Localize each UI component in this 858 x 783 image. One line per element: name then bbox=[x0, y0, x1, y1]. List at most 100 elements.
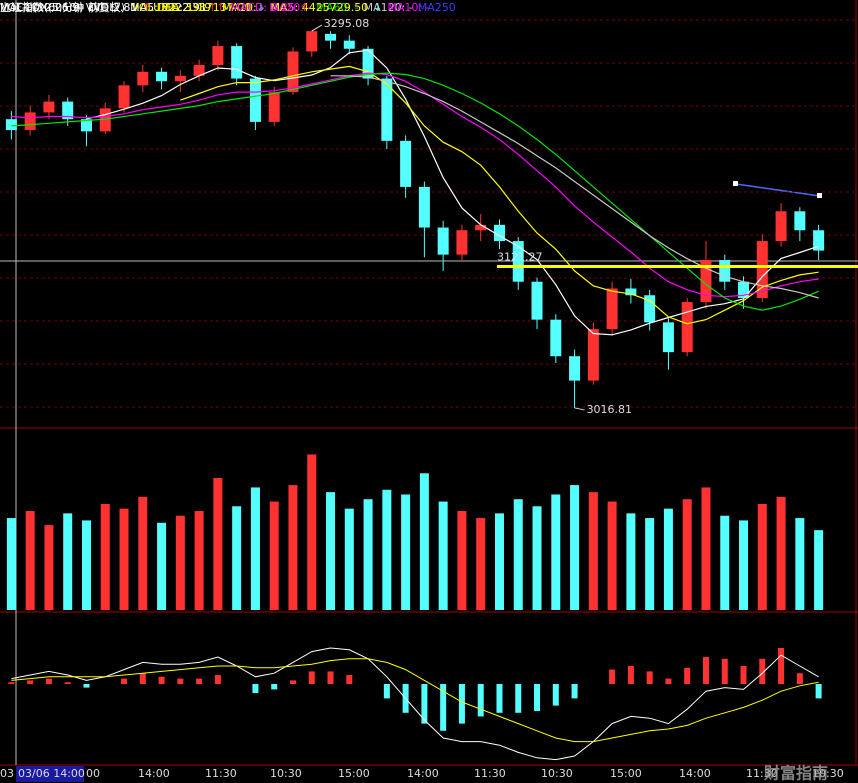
time-label: 14:00 bbox=[679, 767, 711, 780]
chart-title: 上证指数(60分钟 前复权) bbox=[0, 1, 126, 14]
header-label: ↑ bbox=[300, 1, 310, 14]
time-label: 00 bbox=[86, 767, 100, 780]
legend-label: MA5: 3222.91 bbox=[130, 1, 207, 14]
macd-bar bbox=[196, 678, 203, 684]
macd-bar bbox=[158, 676, 165, 684]
volume-bar bbox=[63, 513, 73, 610]
volume-bar bbox=[551, 494, 561, 610]
macd-bar bbox=[796, 673, 803, 684]
time-label: 10:30 bbox=[812, 767, 844, 780]
header-label: VOL-TDX(5,10) bbox=[0, 1, 81, 14]
annotation-leader bbox=[311, 24, 323, 32]
candle-body bbox=[381, 78, 393, 141]
candle-body bbox=[174, 75, 186, 82]
macd-bar bbox=[121, 678, 128, 684]
candle-body bbox=[249, 78, 261, 122]
trend-handle bbox=[817, 193, 822, 198]
header-label: VVOL: - bbox=[85, 1, 127, 14]
volume-bar bbox=[363, 499, 373, 610]
macd-bar bbox=[308, 671, 315, 684]
annotation-leader bbox=[574, 407, 585, 411]
candle-body bbox=[80, 119, 92, 132]
candle-body bbox=[118, 85, 130, 109]
macd-bar bbox=[721, 658, 728, 684]
macd-bar bbox=[252, 684, 259, 693]
time-label: 03 bbox=[0, 767, 14, 780]
macd-bar bbox=[327, 671, 334, 684]
macd-bar bbox=[139, 673, 146, 684]
volume-bar bbox=[739, 520, 749, 610]
candle-body bbox=[24, 112, 36, 131]
candle-body bbox=[268, 92, 280, 122]
candle-body bbox=[362, 48, 374, 79]
macd-bar bbox=[271, 684, 278, 690]
macd-bar bbox=[571, 684, 578, 699]
header-label: ↓ bbox=[373, 1, 383, 14]
volume-bar bbox=[570, 485, 580, 610]
header-label: DEA: 1.19 bbox=[156, 1, 212, 14]
volume-bar bbox=[401, 494, 411, 610]
candle-body bbox=[456, 230, 468, 255]
volume-bar bbox=[438, 501, 448, 610]
high-annotation: 3295.08 bbox=[324, 17, 370, 30]
time-label: 14:00 bbox=[138, 767, 170, 780]
candle-body bbox=[137, 71, 149, 86]
indicator-line bbox=[11, 647, 819, 761]
volume-bar bbox=[307, 454, 317, 610]
candle-body bbox=[813, 230, 825, 251]
macd-header: MACD(12,26,9) DIF: 2.81 ↑ DEA: 1.19 ↑ MACD: 3… bbox=[0, 0, 314, 15]
indicator-line bbox=[86, 49, 819, 336]
candle-body bbox=[625, 288, 637, 296]
candle-body bbox=[606, 288, 618, 330]
macd-bar bbox=[684, 667, 691, 684]
macd-bar bbox=[665, 678, 672, 684]
volume-bar bbox=[344, 508, 354, 610]
header-label: MACD: 3.25 bbox=[230, 1, 295, 14]
volume-bar bbox=[588, 492, 598, 610]
legend-label: MA120: - bbox=[363, 1, 413, 14]
time-label: 15:00 bbox=[338, 767, 370, 780]
macd-bar bbox=[177, 678, 184, 684]
volume-bar bbox=[776, 496, 786, 610]
candle-body bbox=[493, 224, 505, 242]
indicator-line bbox=[330, 75, 819, 299]
volume-bar bbox=[44, 525, 54, 610]
volume-bar bbox=[326, 492, 336, 610]
volume-bar bbox=[532, 506, 542, 610]
volume-bar bbox=[232, 506, 242, 610]
legend-label: MA60: - bbox=[316, 1, 359, 14]
candle-body bbox=[62, 101, 74, 120]
volume-bar bbox=[269, 501, 279, 610]
macd-bar bbox=[289, 680, 296, 684]
indicator-line bbox=[11, 72, 819, 298]
candle-body bbox=[550, 319, 562, 357]
indicator-line bbox=[180, 65, 819, 325]
candle-body bbox=[531, 281, 543, 320]
header-label: MA10: - bbox=[387, 1, 430, 14]
candle-body bbox=[700, 260, 712, 303]
candle-body bbox=[231, 46, 243, 79]
candle-body bbox=[343, 40, 355, 49]
macd-bar bbox=[515, 684, 522, 713]
time-highlight bbox=[16, 766, 84, 782]
header-label: MACD(12,26,9) bbox=[0, 1, 84, 14]
candle-body bbox=[156, 71, 168, 82]
macd-bar bbox=[759, 658, 766, 684]
candle-body bbox=[212, 46, 224, 66]
macd-bar bbox=[440, 684, 447, 731]
header-label: DIF: 2.81 bbox=[88, 1, 138, 14]
volume-bar bbox=[476, 518, 486, 610]
volume-bar bbox=[6, 518, 16, 610]
header-label: ↑ bbox=[142, 1, 152, 14]
candle-body bbox=[719, 260, 731, 282]
volume-bar bbox=[81, 520, 91, 610]
volume-bar bbox=[175, 515, 185, 610]
candle-body bbox=[662, 322, 674, 353]
main-header: 上证指数(60分钟 前复权) MA5: 3222.91↑ MA10: - MA20: … bbox=[0, 0, 461, 15]
candle-body bbox=[775, 211, 787, 242]
time-label: 10:30 bbox=[270, 767, 302, 780]
header-label: MA5: 4425729.50 bbox=[270, 1, 369, 14]
volume-bar bbox=[513, 499, 523, 610]
